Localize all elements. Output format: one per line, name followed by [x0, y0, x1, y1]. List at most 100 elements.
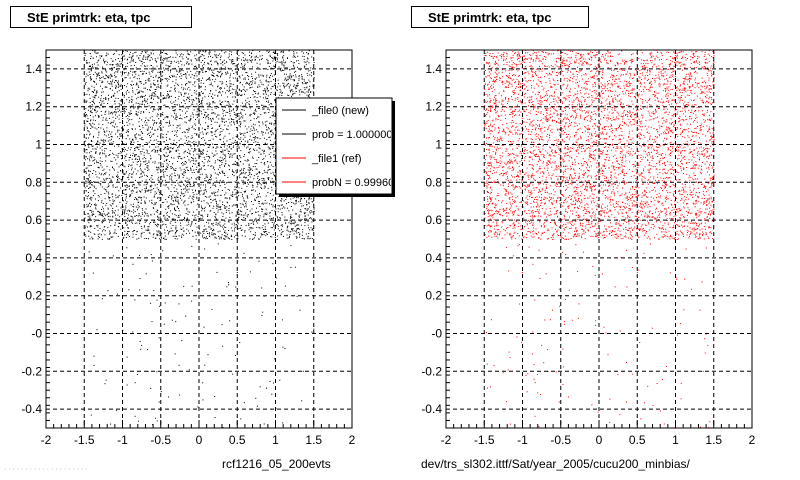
scatter-point: [142, 148, 144, 150]
scatter-point: [310, 92, 312, 93]
scatter-point: [172, 110, 174, 111]
scatter-point: [296, 52, 298, 54]
scatter-point: [137, 199, 139, 201]
scatter-point: [243, 167, 245, 169]
scatter-point: [137, 111, 139, 113]
scatter-point: [109, 88, 111, 90]
scatter-point: [124, 125, 125, 127]
scatter-point: [277, 208, 279, 210]
scatter-point: [219, 221, 221, 223]
scatter-point: [145, 229, 147, 231]
scatter-point: [137, 85, 139, 87]
scatter-point: [196, 193, 198, 195]
scatter-point: [245, 59, 247, 61]
scatter-point: [192, 116, 194, 118]
scatter-point: [199, 124, 201, 126]
scatter-point: [209, 93, 211, 95]
scatter-point: [100, 180, 102, 182]
scatter-point: [264, 226, 266, 228]
scatter-point: [184, 170, 186, 172]
scatter-point: [265, 195, 267, 197]
scatter-point: [226, 235, 228, 237]
scatter-point: [102, 153, 104, 155]
scatter-point: [119, 133, 121, 135]
scatter-point: [150, 53, 152, 55]
scatter-point: [115, 186, 117, 188]
scatter-point: [215, 130, 217, 132]
scatter-point: [93, 185, 95, 187]
scatter-point: [159, 143, 161, 145]
scatter-point: [165, 78, 167, 80]
scatter-point: [290, 216, 291, 218]
scatter-point: [206, 236, 207, 238]
scatter-point: [255, 199, 256, 201]
scatter-point: [296, 60, 297, 62]
scatter-point: [237, 228, 239, 230]
scatter-point: [262, 134, 264, 136]
scatter-point: [176, 235, 177, 237]
scatter-point: [258, 157, 260, 158]
scatter-point: [155, 123, 157, 125]
scatter-point: [86, 127, 88, 129]
scatter-point: [105, 156, 107, 158]
scatter-point: [216, 74, 218, 76]
scatter-point: [141, 119, 143, 121]
scatter-point: [197, 145, 199, 147]
scatter-point: [84, 151, 86, 153]
scatter-point: [267, 146, 269, 148]
scatter-point: [273, 180, 275, 182]
scatter-point: [225, 73, 227, 75]
scatter-point: [136, 83, 138, 85]
scatter-point: [159, 149, 161, 151]
scatter-point: [203, 190, 205, 192]
scatter-point: [226, 101, 228, 103]
scatter-point: [115, 214, 116, 216]
scatter-point: [217, 222, 219, 224]
scatter-point: [308, 227, 309, 229]
scatter-point: [164, 218, 166, 220]
scatter-point: [105, 110, 107, 112]
scatter-point: [111, 138, 112, 140]
scatter-point: [149, 59, 151, 61]
scatter-point: [157, 234, 159, 236]
scatter-point: [145, 181, 147, 183]
scatter-point: [300, 211, 302, 213]
scatter-point: [209, 178, 210, 180]
scatter-point: [139, 177, 141, 178]
scatter-point: [289, 84, 291, 86]
scatter-point: [288, 50, 290, 52]
scatter-point: [306, 60, 308, 62]
scatter-point: [254, 235, 256, 237]
scatter-point: [186, 139, 187, 141]
scatter-point: [174, 238, 176, 240]
scatter-point: [105, 117, 107, 119]
scatter-point: [194, 129, 196, 130]
scatter-point: [270, 93, 272, 95]
scatter-point: [200, 184, 202, 186]
scatter-point: [136, 187, 138, 189]
scatter-point: [175, 56, 177, 58]
scatter-point: [249, 104, 251, 106]
scatter-point: [194, 150, 196, 151]
scatter-point: [254, 199, 256, 201]
scatter-point: [257, 86, 259, 88]
scatter-point: [311, 229, 313, 231]
scatter-point: [87, 192, 89, 193]
scatter-point: [122, 176, 124, 178]
scatter-point: [140, 232, 142, 234]
scatter-point: [269, 203, 270, 205]
scatter-point: [121, 75, 123, 77]
scatter-point: [249, 55, 251, 56]
scatter-point: [111, 176, 113, 178]
scatter-point: [242, 88, 244, 90]
scatter-point: [203, 200, 205, 202]
scatter-point: [107, 61, 109, 63]
scatter-point: [215, 213, 217, 215]
scatter-point: [194, 145, 195, 147]
scatter-point: [93, 219, 95, 221]
scatter-point: [178, 66, 180, 68]
scatter-point: [100, 174, 102, 176]
scatter-point: [259, 138, 261, 140]
scatter-point: [212, 138, 214, 140]
scatter-point: [91, 211, 92, 213]
